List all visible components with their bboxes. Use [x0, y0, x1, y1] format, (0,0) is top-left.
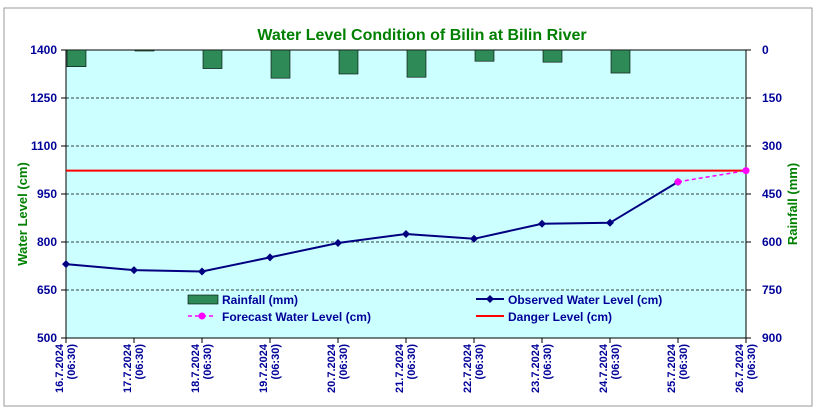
x-tick-label-time-7: (06:30)	[542, 344, 554, 380]
forecast-point-0	[674, 178, 682, 186]
right-axis-title: Rainfall (mm)	[785, 163, 800, 245]
left-tick-label-500: 500	[37, 331, 57, 345]
left-axis-title: Water Level (cm)	[15, 162, 30, 266]
chart-title: Water Level Condition of Bilin at Bilin …	[257, 27, 586, 44]
x-tick-label-date-6: 22.7.2024	[462, 343, 474, 393]
x-tick-label-time-6: (06:30)	[474, 344, 486, 380]
x-tick-label-date-0: 16.7.2024	[54, 343, 66, 393]
x-tick-label-time-0: (06:30)	[66, 344, 78, 380]
observed-point-6	[470, 234, 478, 243]
legend-observed-marker	[486, 295, 494, 303]
observed-point-2	[198, 267, 206, 276]
legend-forecast-label: Forecast Water Level (cm)	[222, 310, 371, 324]
rainfall-bar-1	[134, 49, 155, 52]
left-tick-label-650: 650	[37, 283, 57, 297]
x-tick-label-date-9: 25.7.2024	[666, 343, 678, 393]
right-axis-tick-labels: 0 150 300 450 600 750 900	[762, 43, 782, 345]
rainfall-bar-8	[610, 49, 631, 74]
forecast-point-1	[742, 167, 750, 175]
left-tick-label-950: 950	[37, 187, 57, 201]
x-tick-label-time-3: (06:30)	[270, 344, 282, 380]
right-tick-label-900: 900	[762, 331, 782, 345]
right-tick-label-0: 0	[762, 43, 769, 57]
right-tick-label-450: 450	[762, 187, 782, 201]
observed-point-3	[266, 253, 274, 262]
rainfall-bars	[66, 49, 631, 79]
x-tick-label-time-8: (06:30)	[610, 344, 622, 380]
x-tick-label-date-1: 17.7.2024	[122, 343, 134, 393]
right-tick-label-150: 150	[762, 91, 782, 105]
gridlines	[61, 49, 751, 343]
legend-observed-label: Observed Water Level (cm)	[508, 293, 662, 307]
observed-point-1	[130, 266, 138, 275]
x-tick-label-time-1: (06:30)	[134, 344, 146, 380]
observed-point-0	[62, 260, 70, 269]
x-tick-label-time-2: (06:30)	[202, 344, 214, 380]
x-tick-label-date-4: 20.7.2024	[326, 343, 338, 393]
legend-forecast-marker	[198, 312, 206, 320]
observed-point-5	[402, 230, 410, 238]
x-tick-label-date-5: 21.7.2024	[394, 343, 406, 393]
forecast-water-level-series	[674, 167, 750, 186]
legend: Rainfall (mm) Observed Water Level (cm) …	[187, 293, 662, 324]
left-tick-label-1400: 1400	[30, 43, 57, 57]
observed-point-7	[538, 219, 546, 228]
left-tick-label-1100: 1100	[31, 139, 57, 153]
right-tick-label-600: 600	[762, 235, 782, 249]
x-tick-label-date-10: 26.7.2024	[734, 343, 746, 393]
rainfall-bar-6	[474, 49, 495, 62]
observed-water-level-series	[62, 177, 682, 276]
x-tick-label-date-2: 18.7.2024	[190, 343, 202, 393]
legend-rainfall-swatch	[187, 294, 219, 305]
legend-danger-label: Danger Level (cm)	[508, 310, 612, 324]
x-tick-label-time-5: (06:30)	[406, 344, 418, 380]
right-tick-label-300: 300	[762, 139, 782, 153]
x-tick-label-date-7: 23.7.2024	[530, 343, 542, 393]
observed-point-4	[334, 238, 342, 247]
rainfall-bar-5	[406, 49, 427, 78]
rainfall-bar-7	[542, 49, 563, 63]
x-tick-label-time-9: (06:30)	[678, 344, 690, 380]
observed-point-8	[606, 218, 614, 227]
rainfall-bar-3	[270, 49, 291, 79]
legend-rainfall-label: Rainfall (mm)	[222, 293, 298, 307]
right-tick-label-750: 750	[762, 283, 782, 297]
observed-line	[65, 180, 679, 273]
rainfall-bar-0	[66, 49, 87, 67]
rainfall-bar-4	[338, 49, 359, 75]
x-tick-label-date-8: 24.7.2024	[598, 343, 610, 393]
forecast-line	[677, 169, 747, 183]
left-tick-label-1250: 1250	[30, 91, 57, 105]
left-tick-label-800: 800	[37, 235, 57, 249]
x-tick-label-time-4: (06:30)	[338, 344, 350, 380]
rainfall-bar-2	[202, 49, 223, 69]
x-axis-tick-labels: 16.7.2024 (06:30) 17.7.2024 (06:30) 18.7.202…	[54, 343, 758, 393]
left-axis-tick-labels: 500 650 800 950 1100 1250 1400	[30, 43, 57, 345]
x-tick-label-date-3: 19.7.2024	[258, 343, 270, 393]
x-tick-label-time-10: (06:30)	[746, 344, 758, 380]
